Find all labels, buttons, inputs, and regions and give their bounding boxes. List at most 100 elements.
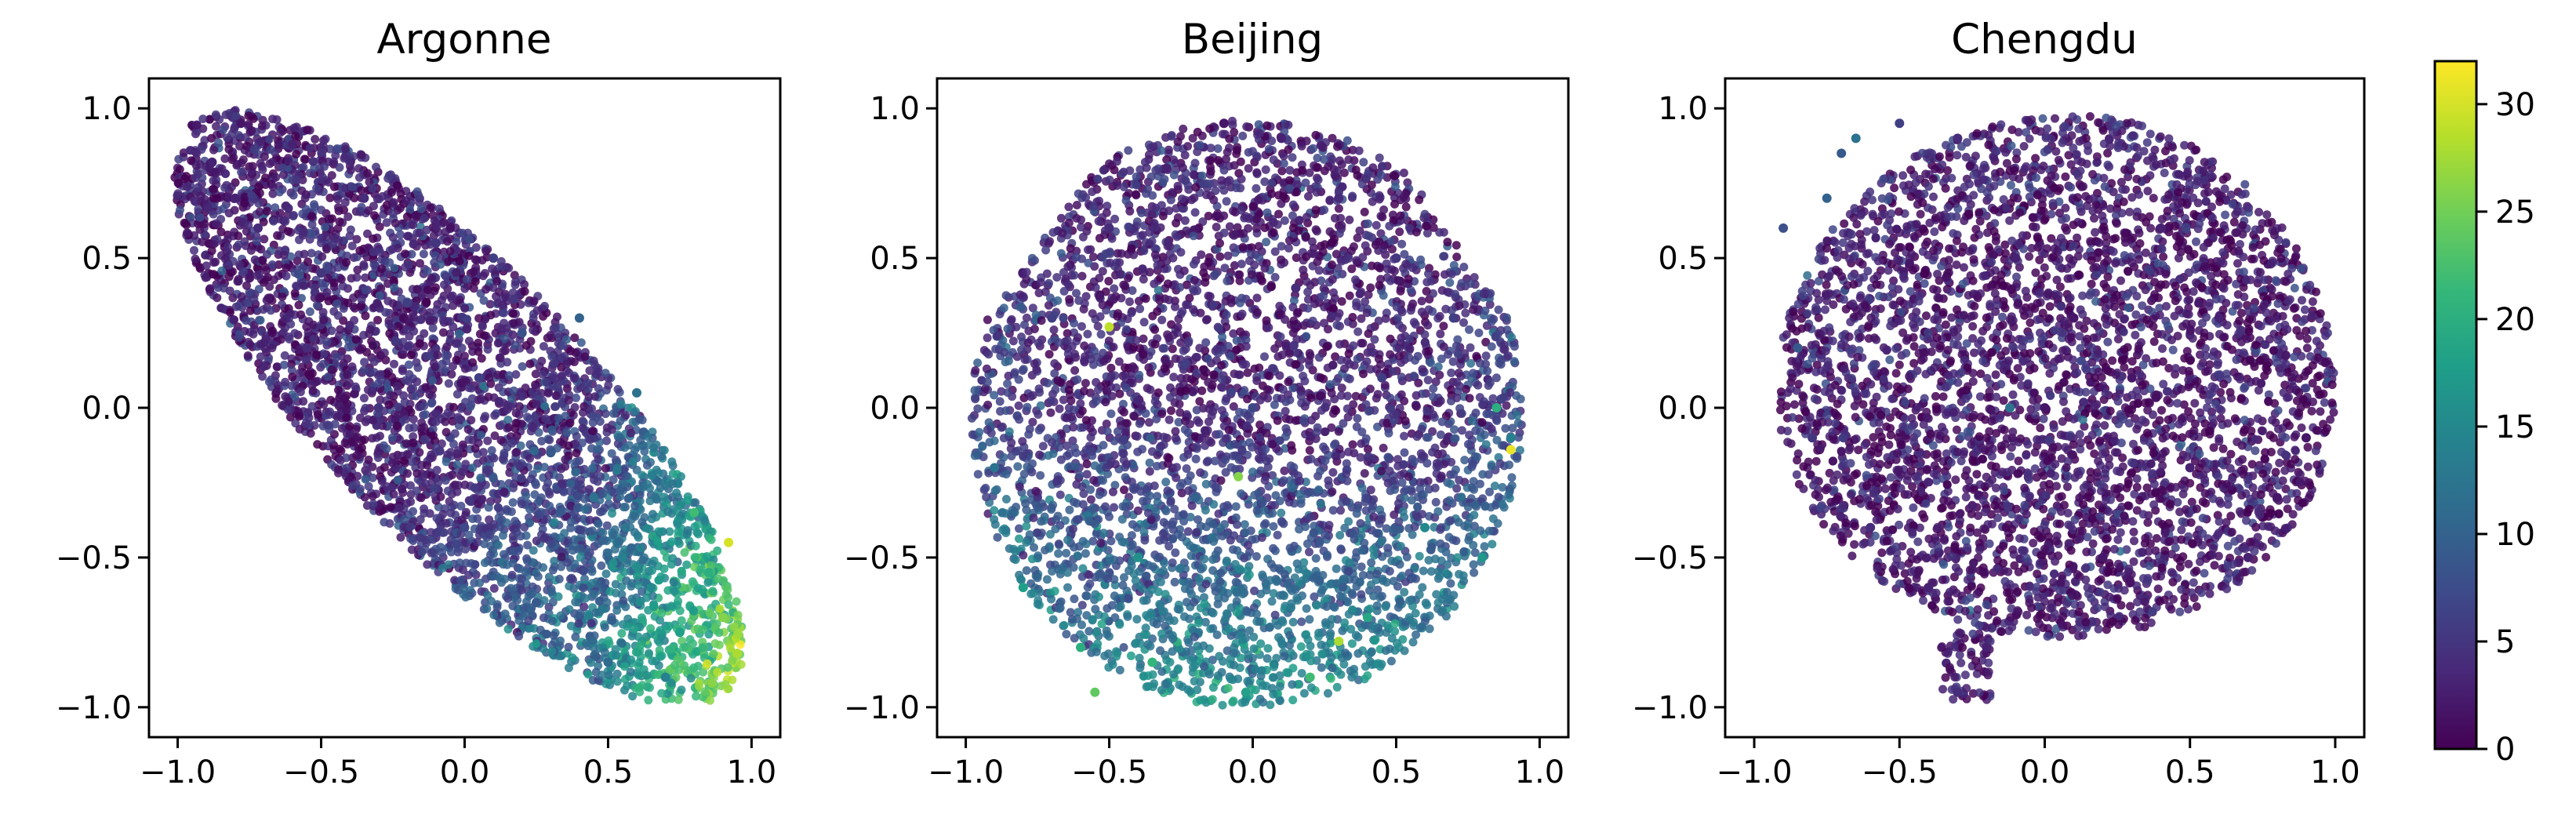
scatter-point <box>302 264 311 274</box>
scatter-point <box>380 518 389 527</box>
scatter-point <box>244 111 253 121</box>
scatter-point <box>258 165 267 174</box>
scatter-point <box>551 402 560 411</box>
scatter-point <box>689 639 697 649</box>
scatter-point <box>678 637 687 645</box>
scatter-point <box>427 398 436 408</box>
scatter-point <box>376 351 385 360</box>
scatter-point <box>469 267 478 277</box>
data-point <box>302 343 312 353</box>
scatter-point <box>318 359 328 369</box>
scatter-point <box>645 683 654 692</box>
scatter-point <box>354 164 363 173</box>
scatter-point <box>973 358 983 368</box>
scatter-point <box>312 351 322 359</box>
scatter-point <box>601 648 610 657</box>
scatter-point <box>569 373 579 383</box>
scatter-point <box>643 432 652 442</box>
scatter-point <box>1427 277 1436 285</box>
scatter-point <box>409 423 419 432</box>
scatter-point <box>439 218 449 227</box>
scatter-point <box>185 146 194 155</box>
scatter-point <box>508 601 518 611</box>
scatter-point <box>391 336 400 345</box>
scatter-point <box>174 154 183 164</box>
scatter-point <box>434 204 444 213</box>
scatter-point <box>572 457 581 467</box>
scatter-point <box>264 377 274 387</box>
scatter-point <box>586 658 595 667</box>
scatter-point <box>495 353 504 362</box>
scatter-point <box>245 340 255 349</box>
scatter-point <box>486 597 496 605</box>
scatter-point <box>679 643 688 652</box>
scatter-point <box>607 449 616 458</box>
scatter-point <box>626 667 635 677</box>
scatter-point <box>724 593 732 602</box>
scatter-point <box>427 376 437 385</box>
scatter-point <box>610 544 619 554</box>
scatter-point <box>265 159 274 169</box>
scatter-point <box>600 623 609 632</box>
scatter-point <box>572 449 581 458</box>
scatter-point <box>596 507 605 517</box>
scatter-point <box>388 245 398 254</box>
scatter-point <box>493 540 503 550</box>
scatter-point <box>642 460 652 470</box>
scatter-point <box>464 530 474 540</box>
scatter-point <box>585 515 594 525</box>
scatter-point <box>677 567 686 576</box>
scatter-point <box>485 300 495 309</box>
scatter-point <box>229 153 238 162</box>
scatter-point <box>194 205 203 214</box>
scatter-point <box>419 249 428 259</box>
scatter-point <box>572 503 582 513</box>
scatter-point <box>263 250 271 259</box>
scatter-point <box>195 160 205 169</box>
scatter-point <box>558 479 567 489</box>
scatter-point <box>517 391 526 401</box>
scatter-point <box>495 397 504 405</box>
scatter-point <box>198 114 208 124</box>
scatter-point <box>415 339 424 348</box>
scatter-point <box>232 161 242 170</box>
scatter-point <box>469 284 478 293</box>
scatter-point <box>336 446 346 456</box>
scatter-point <box>243 351 253 360</box>
scatter-point <box>323 274 332 282</box>
scatter-point <box>421 479 430 489</box>
scatter-point <box>621 411 630 420</box>
scatter-point <box>1070 365 1080 375</box>
scatter-point <box>585 435 594 445</box>
scatter-point <box>1470 273 1479 282</box>
scatter-point <box>441 427 451 437</box>
scatter-point <box>269 216 278 226</box>
scatter-point <box>1270 247 1280 256</box>
scatter-point <box>361 285 370 295</box>
scatter-point <box>305 144 314 153</box>
scatter-point <box>663 689 672 698</box>
scatter-point <box>521 341 531 350</box>
scatter-point <box>431 417 441 427</box>
scatter-point <box>520 522 529 532</box>
scatter-point <box>554 592 563 601</box>
scatter-point <box>387 187 396 197</box>
scatter-point <box>653 537 663 547</box>
scatter-point <box>638 471 647 480</box>
scatter-point <box>1012 322 1021 332</box>
scatter-point <box>604 380 613 390</box>
scatter-point <box>549 631 558 640</box>
scatter-point <box>299 281 308 290</box>
scatter-point <box>425 453 434 463</box>
scatter-point <box>240 192 249 202</box>
scatter-point <box>475 329 485 339</box>
scatter-point <box>317 205 325 215</box>
scatter-point <box>690 553 699 562</box>
scatter-point <box>438 548 446 557</box>
scatter-point <box>351 424 361 434</box>
scatter-point <box>1230 261 1239 270</box>
scatter-point <box>180 174 190 184</box>
scatter-point <box>493 370 503 380</box>
scatter-point <box>487 445 496 455</box>
scatter-point <box>345 321 354 330</box>
